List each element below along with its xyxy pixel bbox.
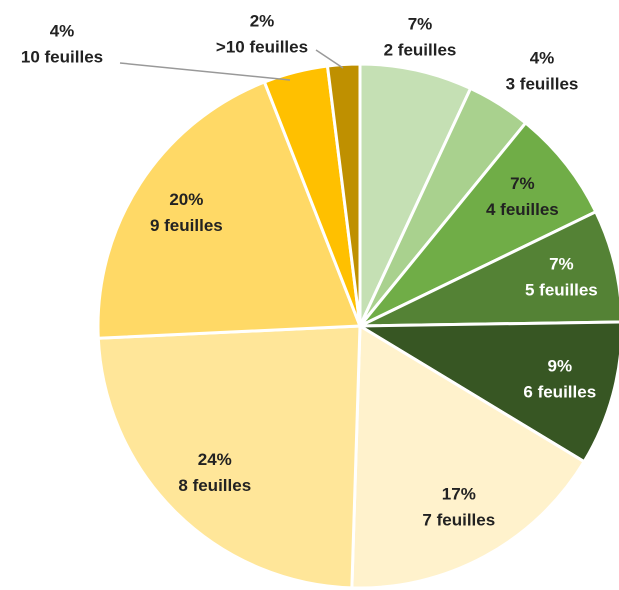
data-label: 7% — [510, 174, 535, 193]
pie-slice — [96, 324, 362, 590]
category-label: 3 feuilles — [506, 74, 579, 93]
data-label: 17% — [442, 484, 476, 503]
data-label: 4% — [530, 48, 555, 67]
data-label: 2% — [250, 11, 275, 30]
data-label: 24% — [198, 450, 232, 469]
category-label: 10 feuilles — [21, 47, 103, 66]
leader-line — [119, 62, 291, 81]
pie-slice — [350, 323, 587, 590]
data-label: 20% — [169, 190, 203, 209]
data-label: 9% — [547, 357, 572, 376]
pie-slice — [358, 62, 473, 327]
data-label: 4% — [50, 21, 75, 40]
category-label: 8 feuilles — [178, 476, 251, 495]
data-label: 7% — [549, 255, 574, 274]
leader-line — [315, 49, 344, 69]
category-label: 7 feuilles — [422, 510, 495, 529]
category-label: 4 feuilles — [486, 200, 559, 219]
pie-slice — [96, 80, 363, 340]
pie-slice — [359, 209, 619, 328]
category-label: 2 feuilles — [384, 40, 457, 59]
pie-slice — [354, 320, 619, 464]
data-label: 7% — [408, 14, 433, 33]
category-label: 9 feuilles — [150, 216, 223, 235]
pie-slice — [358, 120, 598, 328]
category-label: >10 feuilles — [216, 37, 308, 56]
category-label: 6 feuilles — [523, 383, 596, 402]
category-label: 5 feuilles — [525, 281, 598, 300]
pie-slice — [325, 62, 362, 327]
